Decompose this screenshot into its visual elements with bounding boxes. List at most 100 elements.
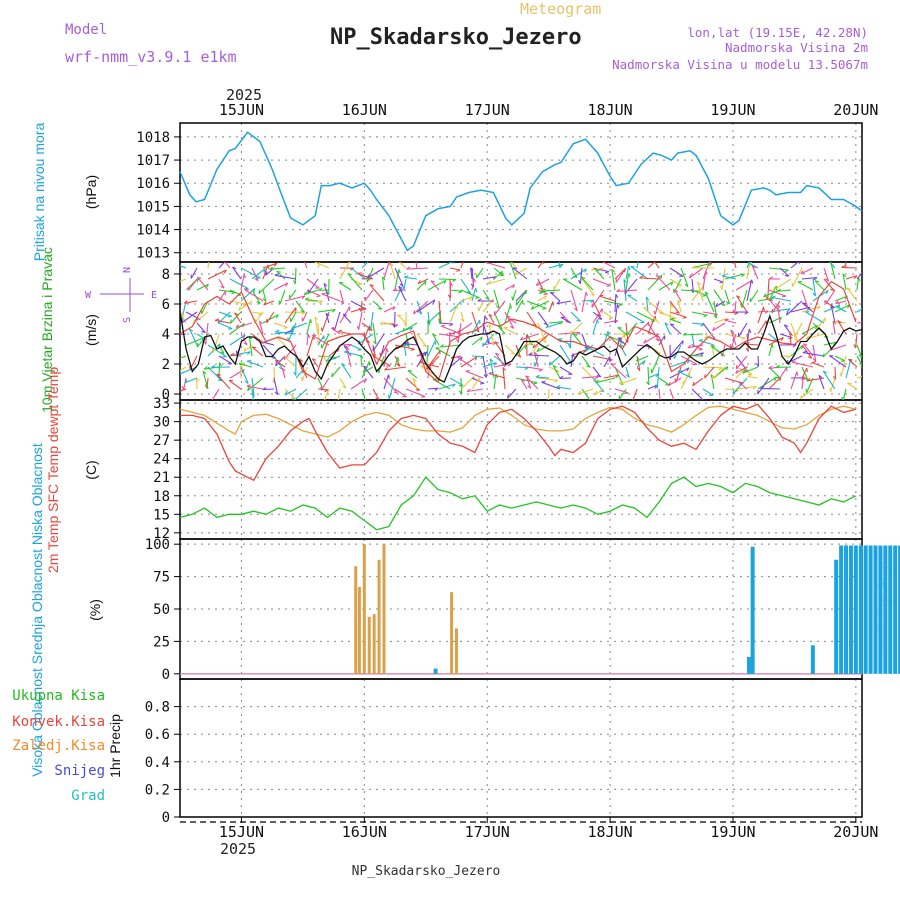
wind-barb-head bbox=[558, 253, 561, 256]
wind-barb bbox=[843, 389, 846, 401]
wind-barb bbox=[351, 345, 362, 350]
wind-barb-head bbox=[466, 371, 470, 372]
y-tick-label: 15 bbox=[153, 507, 170, 523]
wind-barb-head bbox=[317, 296, 321, 297]
wind-barb-head bbox=[478, 307, 479, 311]
wind-barb bbox=[571, 290, 577, 311]
wind-barb-head bbox=[476, 288, 477, 292]
wind-barb-head bbox=[358, 350, 362, 351]
wind-barb-head bbox=[544, 294, 548, 295]
wind-barb-head bbox=[323, 252, 324, 256]
wind-barb bbox=[171, 279, 186, 285]
wind-barb bbox=[239, 301, 252, 310]
wind-barb-head bbox=[511, 353, 515, 354]
wind-barb bbox=[802, 345, 812, 358]
wind-barb bbox=[385, 367, 407, 370]
wind-barb bbox=[542, 290, 560, 291]
y-tick-label: 0.8 bbox=[145, 700, 170, 716]
wind-barb bbox=[761, 389, 781, 390]
wind-barb-head bbox=[378, 308, 382, 309]
wind-barb-head bbox=[710, 260, 711, 264]
wind-barb-head bbox=[608, 331, 609, 335]
wind-barb bbox=[703, 260, 710, 279]
wind-barb-head bbox=[474, 279, 475, 283]
wind-barb bbox=[758, 378, 769, 394]
wind-barb-head bbox=[512, 296, 513, 300]
cloud-high-bar bbox=[869, 545, 873, 673]
wind-barb bbox=[604, 312, 613, 318]
model-elevation-label: Nadmorska Visina u modelu 13.5067m bbox=[612, 57, 868, 72]
cloud-high-bar bbox=[834, 560, 838, 674]
wind-barb bbox=[370, 285, 384, 301]
wind-barb-head bbox=[618, 328, 622, 329]
wind-barb bbox=[857, 278, 859, 290]
wind-barb-head bbox=[830, 258, 833, 261]
wind-barb-head bbox=[748, 374, 752, 375]
wind-barb bbox=[384, 378, 398, 393]
wind-barb bbox=[793, 268, 803, 287]
wind-barb-head bbox=[210, 248, 212, 252]
wind-barb bbox=[805, 312, 824, 323]
wind-barb bbox=[296, 301, 304, 312]
wind-barb bbox=[835, 367, 836, 380]
wind-barb bbox=[404, 277, 417, 279]
wind-barb-head bbox=[699, 349, 703, 350]
wind-barb bbox=[542, 382, 561, 389]
wind-barb-head bbox=[268, 265, 269, 269]
wind-barb-head bbox=[683, 341, 684, 345]
wind-barb bbox=[516, 367, 528, 368]
y-tick-label: 18 bbox=[153, 489, 170, 505]
wind-barb-head bbox=[389, 375, 390, 379]
wind-barb-head bbox=[848, 359, 852, 360]
wind-barb bbox=[343, 314, 351, 323]
wind-barb-head bbox=[525, 345, 526, 349]
y-tick-label: 27 bbox=[153, 433, 170, 449]
wind-barb bbox=[600, 296, 616, 301]
wind-barb bbox=[450, 305, 457, 323]
wind-barb bbox=[461, 258, 464, 268]
wind-barb-head bbox=[659, 407, 661, 410]
wind-barb bbox=[259, 279, 274, 294]
wind-barb bbox=[280, 290, 285, 304]
wind-barb-head bbox=[197, 343, 198, 347]
wind-barb bbox=[318, 356, 337, 358]
wind-barb-head bbox=[792, 361, 796, 362]
wind-barb bbox=[367, 268, 384, 278]
wind-unit: (m/s) bbox=[83, 314, 99, 346]
wind-barb bbox=[560, 367, 572, 374]
x-tick-label-bottom: 15JUN bbox=[219, 823, 264, 841]
x-tick-label-bottom: 17JUN bbox=[465, 823, 510, 841]
wind-barb bbox=[595, 270, 604, 280]
wind-barb bbox=[857, 356, 864, 369]
wind-barb bbox=[846, 359, 851, 378]
wind-barb bbox=[848, 383, 858, 389]
wind-barb bbox=[373, 301, 382, 309]
cloud-mid-bar bbox=[358, 587, 361, 674]
precip-ylabel: 1hr Precip bbox=[107, 714, 123, 778]
wind-barb-head bbox=[764, 307, 765, 311]
cloud-high-bar bbox=[839, 545, 843, 673]
wind-barb bbox=[549, 302, 553, 312]
lonlat-label: lon,lat (19.15E, 42.28N) bbox=[687, 25, 868, 40]
wind-barb bbox=[342, 364, 351, 378]
wind-barb-head bbox=[364, 403, 367, 406]
pressure-line bbox=[180, 132, 862, 250]
wind-barb-head bbox=[546, 406, 548, 410]
cloud-high-bar bbox=[878, 545, 882, 673]
wind-barb bbox=[230, 279, 248, 289]
wind-barb-head bbox=[605, 272, 609, 273]
wind-barb bbox=[560, 332, 580, 334]
x-tick-label-top: 18JUN bbox=[588, 101, 633, 119]
wind-barb-head bbox=[722, 275, 726, 276]
x-tick-label-top: 20JUN bbox=[833, 101, 878, 119]
wind-barb bbox=[582, 356, 590, 367]
wind-barb bbox=[618, 328, 626, 334]
wind-barb bbox=[554, 279, 560, 290]
wind-barb-head bbox=[806, 389, 807, 393]
x-tick-label-bottom: 20JUN bbox=[833, 823, 878, 841]
wind-barb-head bbox=[874, 372, 877, 375]
wind-barb-head bbox=[845, 253, 847, 256]
temp-unit: (C) bbox=[83, 460, 99, 479]
wind-barb bbox=[450, 283, 451, 301]
